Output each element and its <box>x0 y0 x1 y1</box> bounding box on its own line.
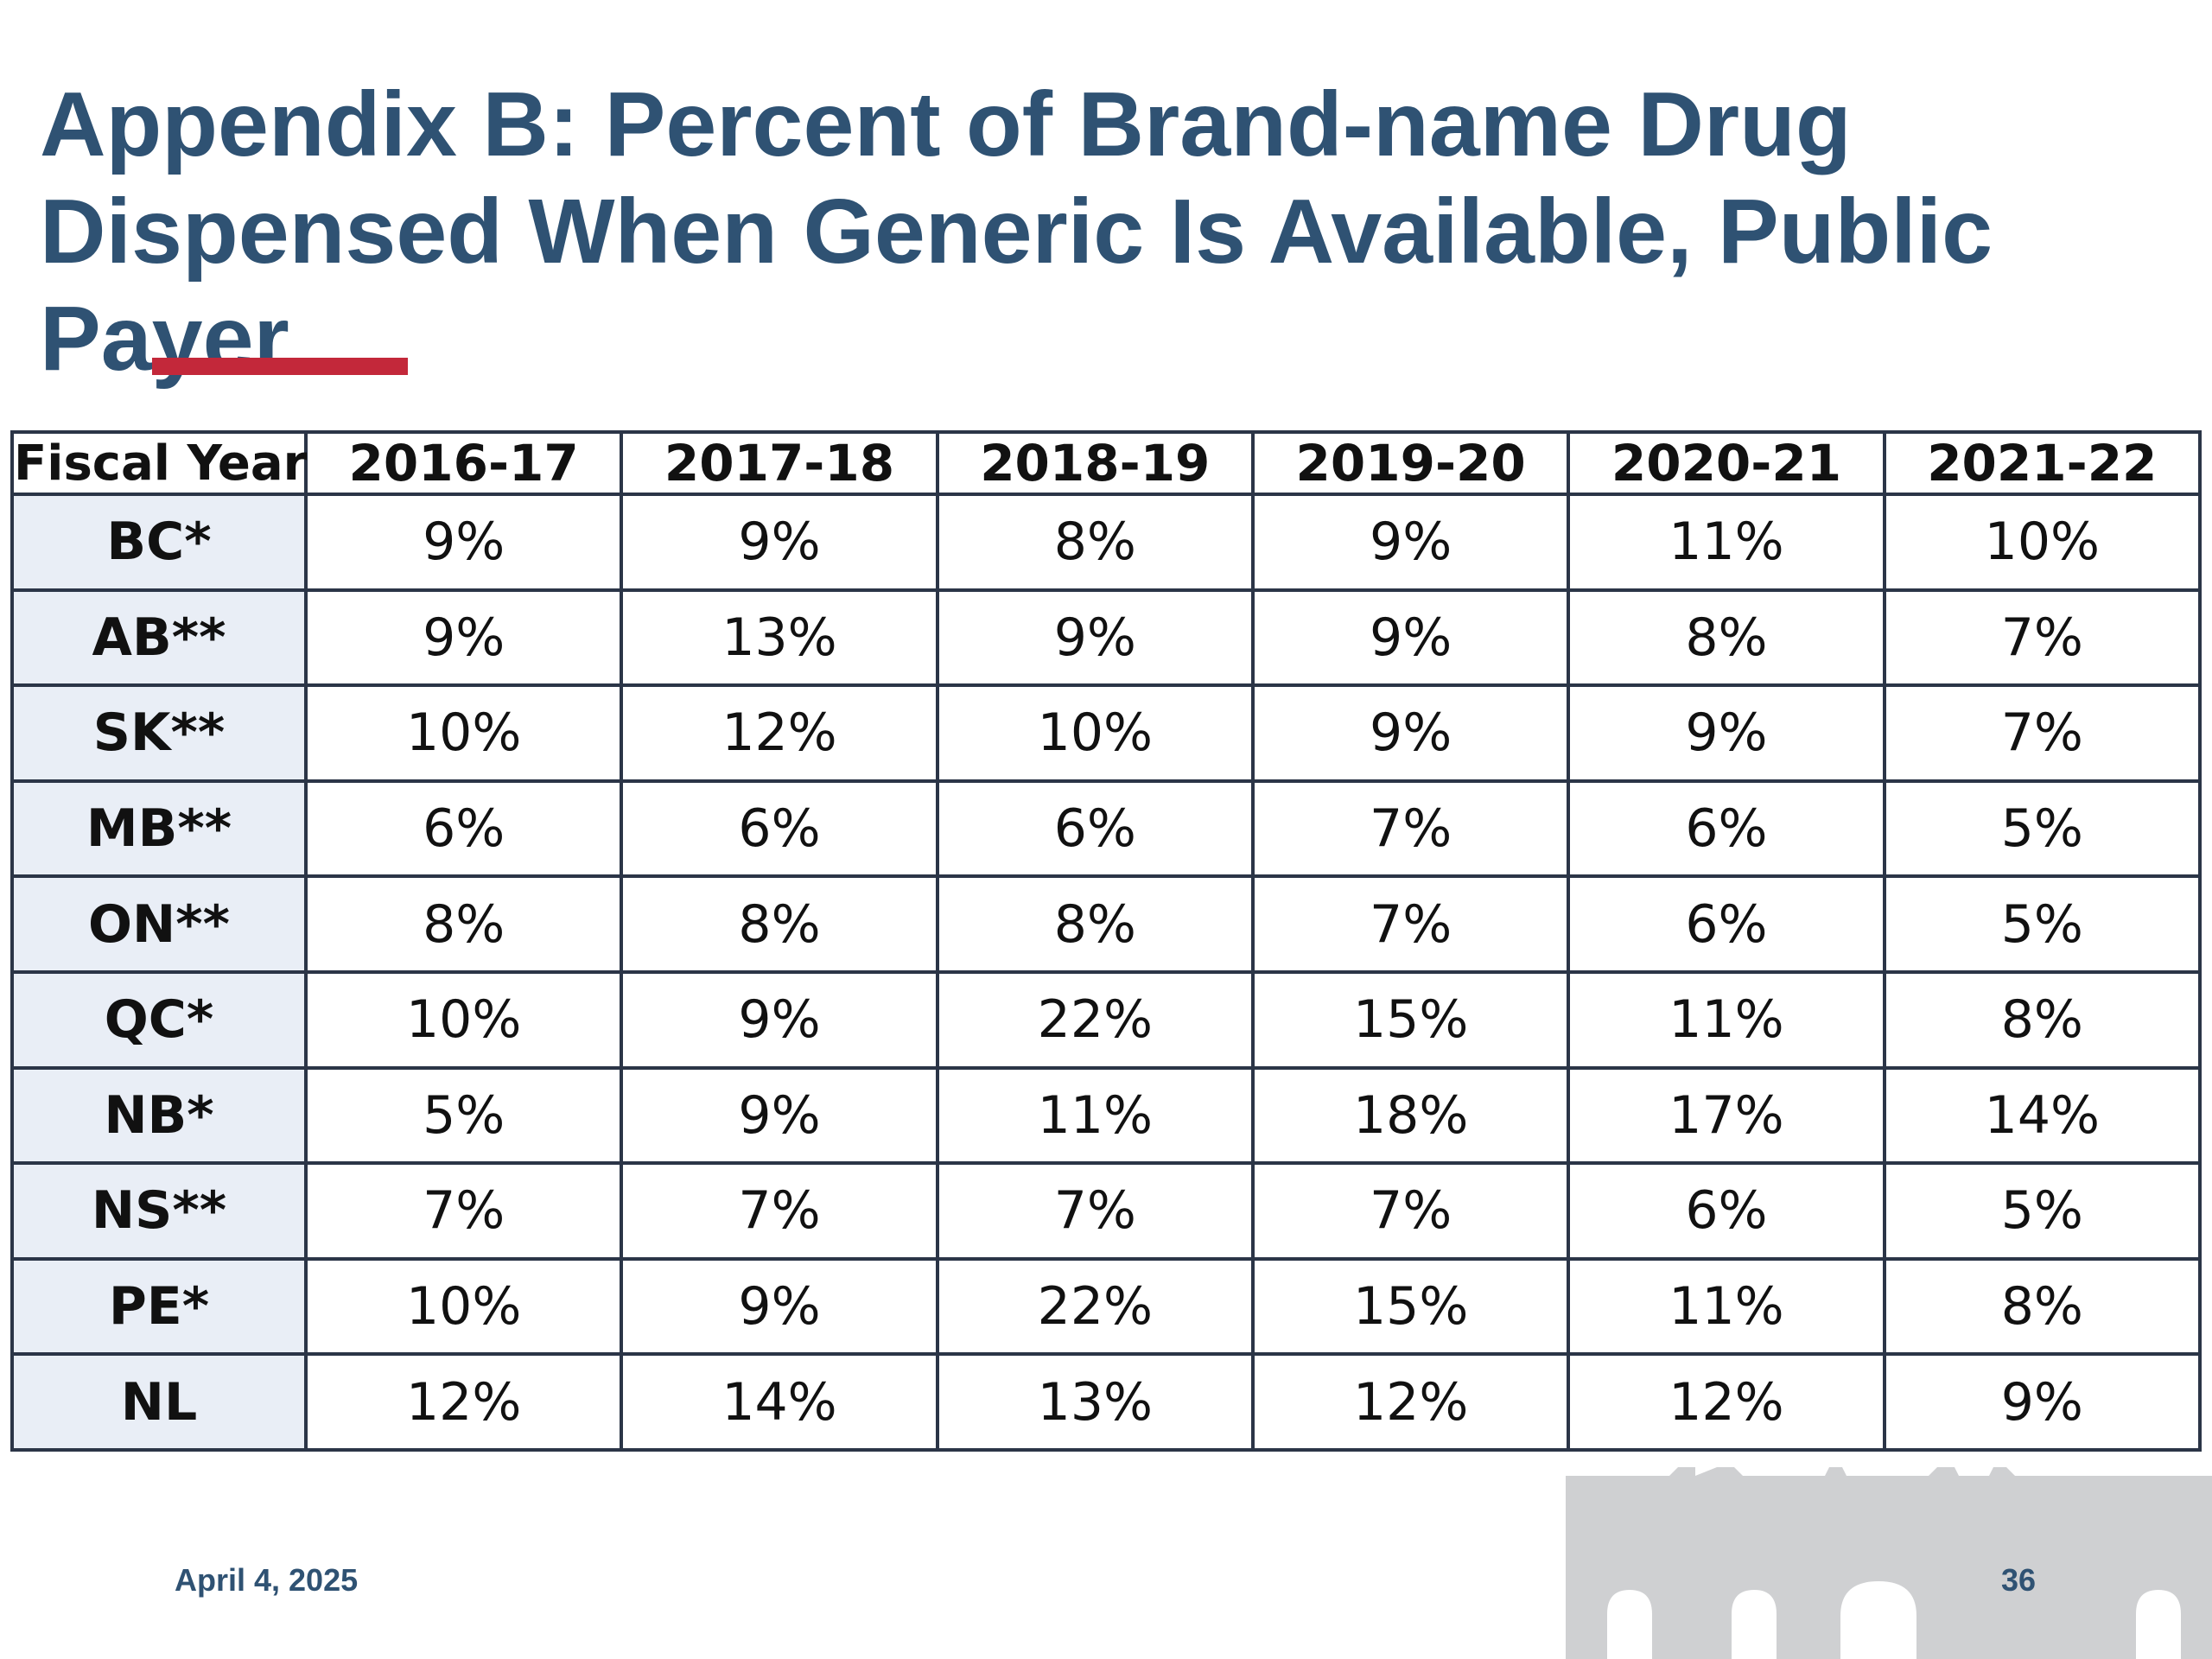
table-cell-percent: 7% <box>303 1161 624 1261</box>
table-cell-percent: 15% <box>1250 969 1571 1070</box>
table-cell-percent: 6% <box>1567 1161 1886 1261</box>
table-row: NB* 5% 9% 11% 18% 17% 14% <box>10 1065 2202 1166</box>
table-cell-percent: 9% <box>935 588 1255 688</box>
table-cell-percent: 10% <box>1882 493 2202 592</box>
table-cell-percent: 22% <box>935 969 1255 1070</box>
page-number: 36 <box>2001 1562 2037 1598</box>
table-cell-percent: 12% <box>303 1352 624 1452</box>
row-label-province: NL <box>10 1352 308 1452</box>
row-label-province: AB** <box>10 588 308 688</box>
table-cell-percent: 10% <box>935 683 1255 783</box>
table-cell-percent: 9% <box>303 493 624 592</box>
row-label-province: SK** <box>10 683 308 783</box>
table-row: SK** 10% 12% 10% 9% 9% 7% <box>10 683 2202 783</box>
table-row: NS** 7% 7% 7% 7% 6% 5% <box>10 1161 2202 1261</box>
row-label-province: PE* <box>10 1256 308 1357</box>
table-cell-percent: 17% <box>1567 1065 1886 1166</box>
table-cell-percent: 12% <box>620 683 939 783</box>
table-cell-percent: 7% <box>1882 588 2202 688</box>
table-cell-percent: 8% <box>935 874 1255 974</box>
table-cell-percent: 9% <box>1567 683 1886 783</box>
header-year: 2019-20 <box>1250 430 1571 496</box>
building-silhouette-icon <box>1566 1467 2212 1659</box>
table-cell-percent: 10% <box>303 969 624 1070</box>
table-cell-percent: 12% <box>1567 1352 1886 1452</box>
table-cell-percent: 9% <box>1250 588 1571 688</box>
header-fiscal-year: Fiscal Year <box>10 430 308 496</box>
table-cell-percent: 6% <box>303 779 624 879</box>
table-cell-percent: 8% <box>1567 588 1886 688</box>
footer-date: April 4, 2025 <box>175 1562 359 1598</box>
slide-title: Appendix B: Percent of Brand-name Drug D… <box>40 73 1993 390</box>
table-cell-percent: 11% <box>1567 493 1886 592</box>
table-row: ON** 8% 8% 8% 7% 6% 5% <box>10 874 2202 974</box>
table-cell-percent: 13% <box>620 588 939 688</box>
table-cell-percent: 9% <box>620 1256 939 1357</box>
header-year: 2020-21 <box>1567 430 1886 496</box>
table-cell-percent: 5% <box>1882 874 2202 974</box>
table-cell-percent: 6% <box>1567 779 1886 879</box>
table-cell-percent: 8% <box>620 874 939 974</box>
table-cell-percent: 14% <box>1882 1065 2202 1166</box>
table-cell-percent: 7% <box>1250 1161 1571 1261</box>
table-cell-percent: 6% <box>620 779 939 879</box>
table-row: QC* 10% 9% 22% 15% 11% 8% <box>10 969 2202 1070</box>
table-cell-percent: 9% <box>620 969 939 1070</box>
table-cell-percent: 7% <box>1882 683 2202 783</box>
row-label-province: MB** <box>10 779 308 879</box>
table-cell-percent: 10% <box>303 683 624 783</box>
table-cell-percent: 7% <box>935 1161 1255 1261</box>
building-silhouette-graphic <box>1566 1467 2212 1659</box>
header-year: 2016-17 <box>303 430 624 496</box>
table-cell-percent: 9% <box>1882 1352 2202 1452</box>
header-year: 2017-18 <box>620 430 939 496</box>
table-cell-percent: 9% <box>620 1065 939 1166</box>
table-cell-percent: 9% <box>620 493 939 592</box>
table-cell-percent: 6% <box>935 779 1255 879</box>
row-label-province: NB* <box>10 1065 308 1166</box>
table-cell-percent: 8% <box>303 874 624 974</box>
table-cell-percent: 10% <box>303 1256 624 1357</box>
table-cell-percent: 11% <box>1567 969 1886 1070</box>
row-label-province: ON** <box>10 874 308 974</box>
table-header-row: Fiscal Year 2016-17 2017-18 2018-19 2019… <box>10 430 2202 496</box>
table-cell-percent: 5% <box>303 1065 624 1166</box>
table-cell-percent: 11% <box>1567 1256 1886 1357</box>
table-cell-percent: 7% <box>1250 779 1571 879</box>
row-label-province: BC* <box>10 493 308 592</box>
table-row: BC* 9% 9% 8% 9% 11% 10% <box>10 493 2202 592</box>
row-label-province: NS** <box>10 1161 308 1261</box>
table-cell-percent: 11% <box>935 1065 1255 1166</box>
row-label-province: QC* <box>10 969 308 1070</box>
table-cell-percent: 7% <box>620 1161 939 1261</box>
table-cell-percent: 13% <box>935 1352 1255 1452</box>
table-body: BC* 9% 9% 8% 9% 11% 10% AB** 9% 13% 9% 9% 8% 7% SK** 10… <box>10 493 2202 1452</box>
table-row: MB** 6% 6% 6% 7% 6% 5% <box>10 779 2202 879</box>
table-cell-percent: 14% <box>620 1352 939 1452</box>
table-cell-percent: 22% <box>935 1256 1255 1357</box>
header-year: 2021-22 <box>1882 430 2202 496</box>
table-cell-percent: 15% <box>1250 1256 1571 1357</box>
table-row: NL 12% 14% 13% 12% 12% 9% <box>10 1352 2202 1452</box>
table-cell-percent: 12% <box>1250 1352 1571 1452</box>
table-cell-percent: 7% <box>1250 874 1571 974</box>
table-cell-percent: 6% <box>1567 874 1886 974</box>
table-cell-percent: 5% <box>1882 779 2202 879</box>
table-cell-percent: 5% <box>1882 1161 2202 1261</box>
table-cell-percent: 8% <box>935 493 1255 592</box>
table-cell-percent: 8% <box>1882 1256 2202 1357</box>
table-cell-percent: 9% <box>303 588 624 688</box>
table-row: AB** 9% 13% 9% 9% 8% 7% <box>10 588 2202 688</box>
table-cell-percent: 8% <box>1882 969 2202 1070</box>
table-cell-percent: 9% <box>1250 683 1571 783</box>
data-table-container: Fiscal Year 2016-17 2017-18 2018-19 2019… <box>10 430 2202 1452</box>
brand-name-percent-table: Fiscal Year 2016-17 2017-18 2018-19 2019… <box>10 430 2202 1452</box>
table-cell-percent: 18% <box>1250 1065 1571 1166</box>
header-year: 2018-19 <box>935 430 1255 496</box>
table-cell-percent: 9% <box>1250 493 1571 592</box>
title-accent-bar <box>152 358 408 375</box>
table-row: PE* 10% 9% 22% 15% 11% 8% <box>10 1256 2202 1357</box>
